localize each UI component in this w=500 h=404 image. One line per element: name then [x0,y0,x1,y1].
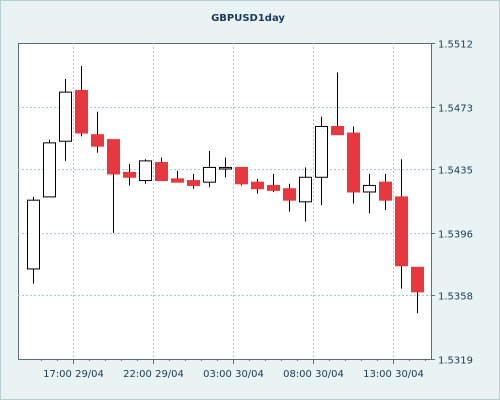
y-tick-label: 1.5435 [438,166,473,177]
x-tick-label: 03:00 30/04 [203,369,264,380]
candle-body-down [395,196,408,267]
y-tick-label: 1.5512 [438,40,473,51]
candles [27,65,424,314]
chart-title: GBPUSD1day [211,13,285,24]
x-tick-label: 13:00 30/04 [363,369,424,380]
y-tick-label: 1.5396 [438,230,473,241]
x-axis: 17:00 29/04 22:00 29/04 03:00 30/04 08:00 3… [41,359,426,380]
candle [283,183,296,212]
candle-body-up [315,126,328,178]
candle-body-down [171,178,184,183]
candle [235,166,248,186]
candle [219,157,232,178]
candle [379,173,392,211]
candle-body-down [107,139,120,175]
candle-body-up [219,166,232,170]
candle [59,79,72,161]
candle [27,196,40,284]
y-axis: 1.5512 1.5473 1.5435 1.5396 1.5358 1.5319 [431,40,473,367]
candle [155,157,168,182]
candle-body-up [43,142,56,198]
candle [203,151,216,188]
candle-body-down [347,132,360,193]
candle-body-up [203,166,216,183]
candle-body-up [59,91,72,142]
y-tick-label: 1.5319 [438,356,473,367]
candle [139,159,152,184]
candle-body-up [363,184,376,193]
candle-body-up [27,199,40,270]
x-tick-label: 22:00 29/04 [123,369,184,380]
candle [171,170,184,183]
candle-body-down [75,89,88,134]
candle-body-down [155,162,168,182]
candle-body-down [251,181,264,190]
x-tick-label: 17:00 29/04 [43,369,104,380]
candle-body-up [299,176,312,203]
candle [347,126,360,204]
candle-body-down [267,184,280,191]
candle [411,266,424,314]
candle [331,72,344,136]
candle [267,173,280,192]
candle [315,116,328,206]
candle [363,173,376,214]
candle [251,178,264,194]
candle-body-down [331,126,344,136]
candle [395,159,408,289]
candle [299,167,312,222]
candle [187,173,200,189]
candle-body-down [283,188,296,201]
candle-body-down [91,134,104,147]
candle [75,65,88,137]
candle-body-down [379,181,392,201]
candle-body-down [123,171,136,178]
candle [123,164,136,186]
candle [43,139,56,198]
candle-body-up [139,160,152,182]
y-tick-label: 1.5473 [438,104,473,115]
x-tick-label: 08:00 30/04 [283,369,344,380]
candle [91,111,104,153]
candle [107,139,120,233]
candle-body-down [235,166,248,185]
y-tick-label: 1.5358 [438,292,473,303]
candle-body-down [187,180,200,186]
candle-body-down [411,266,424,293]
